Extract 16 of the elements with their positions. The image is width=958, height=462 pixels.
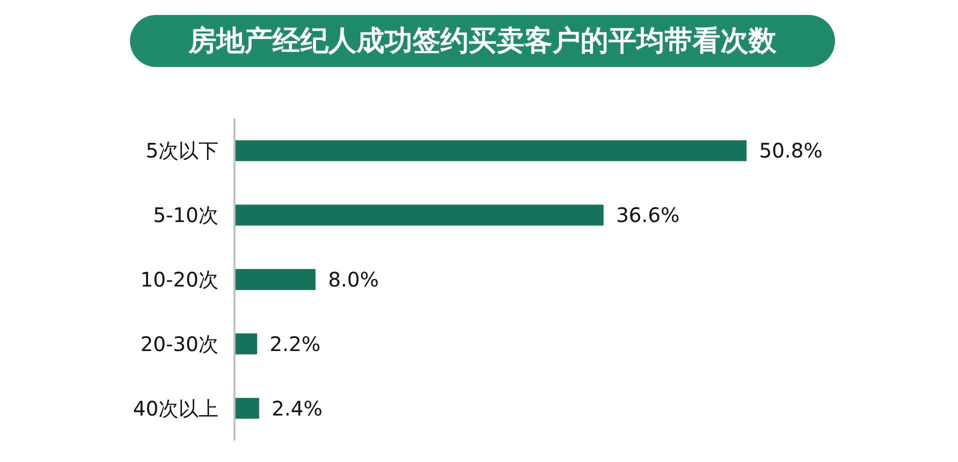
chart-title: 房地产经纪人成功签约买卖客户的平均带看次数 xyxy=(188,23,776,59)
data-label: 36.6% xyxy=(616,203,680,228)
bar xyxy=(234,269,316,290)
bar xyxy=(234,204,604,226)
y-tick-label: 5-10次 xyxy=(153,203,218,228)
bar xyxy=(234,140,747,162)
data-label: 2.4% xyxy=(272,396,322,420)
data-label: 50.8% xyxy=(759,138,823,163)
data-label: 8.0% xyxy=(328,268,379,292)
data-label: 2.2% xyxy=(270,332,320,356)
y-tick-label: 5次以下 xyxy=(146,138,219,163)
y-tick-label: 20-30次 xyxy=(140,332,219,356)
bar xyxy=(234,398,260,419)
y-tick-label: 10-20次 xyxy=(140,268,219,292)
bar xyxy=(234,333,258,354)
y-tick-label: 40次以上 xyxy=(133,396,219,420)
